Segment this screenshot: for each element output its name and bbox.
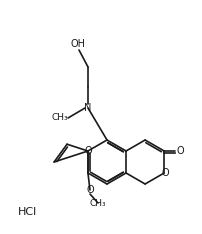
Text: O: O (86, 185, 94, 195)
Text: CH₃: CH₃ (90, 198, 106, 208)
Text: HCl: HCl (18, 207, 37, 217)
Text: O: O (161, 168, 169, 178)
Text: O: O (176, 146, 184, 156)
Text: CH₃: CH₃ (52, 113, 68, 123)
Text: N: N (84, 103, 92, 113)
Text: O: O (84, 146, 92, 156)
Text: OH: OH (70, 39, 85, 49)
